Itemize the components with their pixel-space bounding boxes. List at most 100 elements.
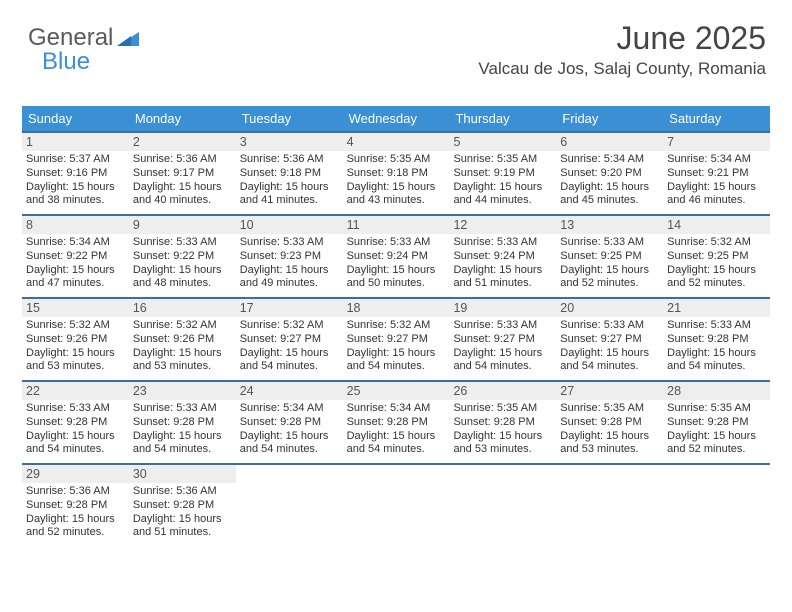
day-info: Sunrise: 5:34 AMSunset: 9:28 PMDaylight:… <box>347 402 446 457</box>
sunrise-text: Sunrise: 5:33 AM <box>453 319 552 333</box>
sunrise-text: Sunrise: 5:34 AM <box>347 402 446 416</box>
sunset-text: Sunset: 9:22 PM <box>133 250 232 264</box>
sunrise-text: Sunrise: 5:34 AM <box>560 153 659 167</box>
day-number: 21 <box>663 299 770 317</box>
calendar-day-cell <box>236 465 343 546</box>
day-info: Sunrise: 5:36 AMSunset: 9:18 PMDaylight:… <box>240 153 339 208</box>
day-number: 5 <box>449 133 556 151</box>
calendar-day-cell: 11Sunrise: 5:33 AMSunset: 9:24 PMDayligh… <box>343 216 450 297</box>
calendar-day-cell: 10Sunrise: 5:33 AMSunset: 9:23 PMDayligh… <box>236 216 343 297</box>
calendar-day-cell <box>556 465 663 546</box>
sunset-text: Sunset: 9:23 PM <box>240 250 339 264</box>
day-number: 18 <box>343 299 450 317</box>
day-number: 20 <box>556 299 663 317</box>
sunset-text: Sunset: 9:19 PM <box>453 167 552 181</box>
day-number: 3 <box>236 133 343 151</box>
sunset-text: Sunset: 9:25 PM <box>560 250 659 264</box>
weekday-header: Saturday <box>663 106 770 131</box>
daylight-text: Daylight: 15 hours and 54 minutes. <box>26 430 125 458</box>
sunset-text: Sunset: 9:28 PM <box>667 333 766 347</box>
day-info: Sunrise: 5:33 AMSunset: 9:24 PMDaylight:… <box>453 236 552 291</box>
daylight-text: Daylight: 15 hours and 43 minutes. <box>347 181 446 209</box>
daylight-text: Daylight: 15 hours and 48 minutes. <box>133 264 232 292</box>
calendar-day-cell: 3 Sunrise: 5:36 AMSunset: 9:18 PMDaylight… <box>236 133 343 214</box>
sunrise-text: Sunrise: 5:34 AM <box>240 402 339 416</box>
sunset-text: Sunset: 9:16 PM <box>26 167 125 181</box>
day-number: 11 <box>343 216 450 234</box>
sunrise-text: Sunrise: 5:35 AM <box>560 402 659 416</box>
day-info: Sunrise: 5:35 AMSunset: 9:28 PMDaylight:… <box>560 402 659 457</box>
daylight-text: Daylight: 15 hours and 38 minutes. <box>26 181 125 209</box>
day-info: Sunrise: 5:36 AMSunset: 9:28 PMDaylight:… <box>133 485 232 540</box>
daylight-text: Daylight: 15 hours and 47 minutes. <box>26 264 125 292</box>
daylight-text: Daylight: 15 hours and 40 minutes. <box>133 181 232 209</box>
sunset-text: Sunset: 9:20 PM <box>560 167 659 181</box>
calendar-grid: Sunday Monday Tuesday Wednesday Thursday… <box>22 106 770 546</box>
sunrise-text: Sunrise: 5:32 AM <box>133 319 232 333</box>
sunset-text: Sunset: 9:27 PM <box>240 333 339 347</box>
daylight-text: Daylight: 15 hours and 54 minutes. <box>347 430 446 458</box>
day-number: 8 <box>22 216 129 234</box>
weekday-header: Sunday <box>22 106 129 131</box>
day-number: 4 <box>343 133 450 151</box>
daylight-text: Daylight: 15 hours and 52 minutes. <box>560 264 659 292</box>
sunrise-text: Sunrise: 5:33 AM <box>240 236 339 250</box>
daylight-text: Daylight: 15 hours and 52 minutes. <box>26 513 125 541</box>
calendar-day-cell: 29Sunrise: 5:36 AMSunset: 9:28 PMDayligh… <box>22 465 129 546</box>
calendar-week-row: 8Sunrise: 5:34 AMSunset: 9:22 PMDaylight… <box>22 214 770 297</box>
sunset-text: Sunset: 9:28 PM <box>667 416 766 430</box>
day-number: 12 <box>449 216 556 234</box>
sunset-text: Sunset: 9:27 PM <box>560 333 659 347</box>
calendar-day-cell: 5Sunrise: 5:35 AMSunset: 9:19 PMDaylight… <box>449 133 556 214</box>
sunset-text: Sunset: 9:18 PM <box>347 167 446 181</box>
calendar-day-cell: 20Sunrise: 5:33 AMSunset: 9:27 PMDayligh… <box>556 299 663 380</box>
day-number: 19 <box>449 299 556 317</box>
sunrise-text: Sunrise: 5:36 AM <box>240 153 339 167</box>
sunset-text: Sunset: 9:28 PM <box>347 416 446 430</box>
sunrise-text: Sunrise: 5:32 AM <box>26 319 125 333</box>
sunrise-text: Sunrise: 5:32 AM <box>347 319 446 333</box>
sunrise-text: Sunrise: 5:37 AM <box>26 153 125 167</box>
sunrise-text: Sunrise: 5:35 AM <box>453 402 552 416</box>
day-info: Sunrise: 5:33 AMSunset: 9:27 PMDaylight:… <box>453 319 552 374</box>
brand-triangle-icon <box>117 30 139 46</box>
sunrise-text: Sunrise: 5:33 AM <box>667 319 766 333</box>
sunset-text: Sunset: 9:25 PM <box>667 250 766 264</box>
sunrise-text: Sunrise: 5:33 AM <box>133 402 232 416</box>
calendar-day-cell: 30Sunrise: 5:36 AMSunset: 9:28 PMDayligh… <box>129 465 236 546</box>
daylight-text: Daylight: 15 hours and 51 minutes. <box>133 513 232 541</box>
calendar-day-cell: 28Sunrise: 5:35 AMSunset: 9:28 PMDayligh… <box>663 382 770 463</box>
sunrise-text: Sunrise: 5:33 AM <box>133 236 232 250</box>
day-number: 16 <box>129 299 236 317</box>
page-header: June 2025 Valcau de Jos, Salaj County, R… <box>478 20 766 79</box>
day-info: Sunrise: 5:32 AMSunset: 9:26 PMDaylight:… <box>26 319 125 374</box>
calendar-day-cell <box>343 465 450 546</box>
day-info: Sunrise: 5:37 AMSunset: 9:16 PMDaylight:… <box>26 153 125 208</box>
calendar-day-cell: 21 Sunrise: 5:33 AMSunset: 9:28 PMDayligh… <box>663 299 770 380</box>
calendar-day-cell: 13 Sunrise: 5:33 AMSunset: 9:25 PMDayligh… <box>556 216 663 297</box>
sunrise-text: Sunrise: 5:33 AM <box>560 236 659 250</box>
daylight-text: Daylight: 15 hours and 54 minutes. <box>453 347 552 375</box>
sunset-text: Sunset: 9:27 PM <box>453 333 552 347</box>
sunrise-text: Sunrise: 5:35 AM <box>667 402 766 416</box>
sunrise-text: Sunrise: 5:34 AM <box>667 153 766 167</box>
sunrise-text: Sunrise: 5:33 AM <box>453 236 552 250</box>
day-info: Sunrise: 5:33 AMSunset: 9:25 PMDaylight:… <box>560 236 659 291</box>
calendar-week-row: 29Sunrise: 5:36 AMSunset: 9:28 PMDayligh… <box>22 463 770 546</box>
day-number: 13 <box>556 216 663 234</box>
sunrise-text: Sunrise: 5:35 AM <box>347 153 446 167</box>
day-number: 24 <box>236 382 343 400</box>
calendar-day-cell: 4 Sunrise: 5:35 AMSunset: 9:18 PMDaylight… <box>343 133 450 214</box>
calendar-day-cell <box>449 465 556 546</box>
day-number: 1 <box>22 133 129 151</box>
sunset-text: Sunset: 9:28 PM <box>453 416 552 430</box>
daylight-text: Daylight: 15 hours and 50 minutes. <box>347 264 446 292</box>
daylight-text: Daylight: 15 hours and 54 minutes. <box>347 347 446 375</box>
day-number: 2 <box>129 133 236 151</box>
daylight-text: Daylight: 15 hours and 51 minutes. <box>453 264 552 292</box>
day-number: 14 <box>663 216 770 234</box>
calendar-day-cell: 8Sunrise: 5:34 AMSunset: 9:22 PMDaylight… <box>22 216 129 297</box>
day-info: Sunrise: 5:33 AMSunset: 9:28 PMDaylight:… <box>667 319 766 374</box>
sunset-text: Sunset: 9:28 PM <box>240 416 339 430</box>
weekday-header: Friday <box>556 106 663 131</box>
